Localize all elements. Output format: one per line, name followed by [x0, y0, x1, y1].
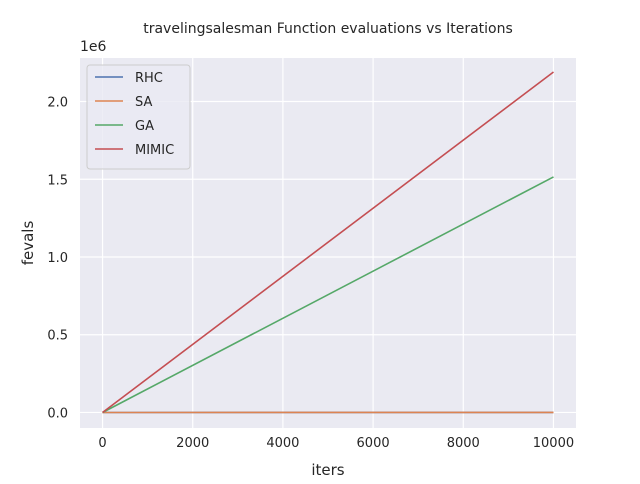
x-tick-label: 10000 [533, 436, 574, 451]
y-tick-label: 1.5 [47, 173, 68, 188]
x-tick-label: 8000 [447, 436, 480, 451]
x-axis-label: iters [311, 461, 344, 479]
x-tick-label: 0 [98, 436, 106, 451]
x-tick-label: 4000 [266, 436, 299, 451]
x-tick-label: 6000 [357, 436, 390, 451]
legend-label: SA [135, 95, 152, 110]
legend-label: MIMIC [135, 143, 174, 158]
y-tick-label: 0.5 [47, 329, 68, 344]
y-tick-label: 2.0 [47, 96, 68, 111]
y-offset-label: 1e6 [80, 39, 107, 55]
chart-title: travelingsalesman Function evaluations v… [143, 21, 513, 37]
legend-label: GA [135, 119, 154, 134]
x-tick-label: 2000 [176, 436, 209, 451]
y-axis-label: fevals [19, 221, 37, 266]
legend: RHC SA GA MIMIC [87, 65, 190, 169]
y-tick-label: 1.0 [47, 251, 68, 266]
legend-label: RHC [135, 71, 163, 86]
y-tick-label: 0.0 [47, 406, 68, 421]
